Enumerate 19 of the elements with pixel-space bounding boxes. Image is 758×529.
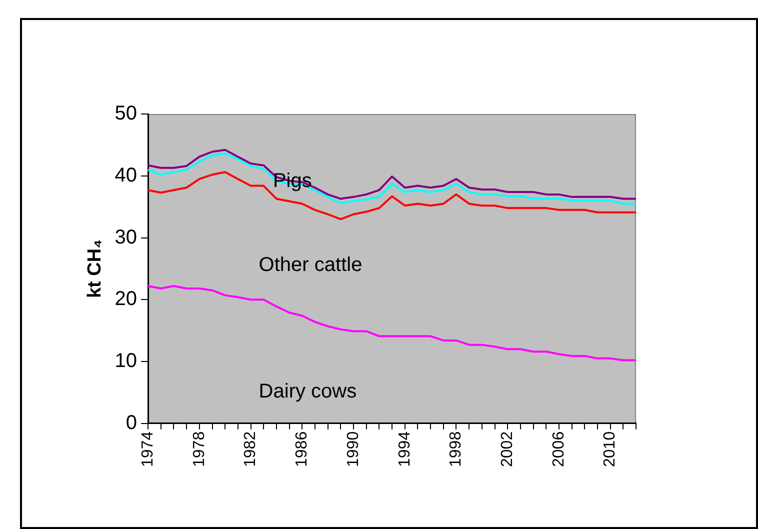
annotation: Other cattle bbox=[258, 254, 362, 276]
y-axis-title: kt CH₄ bbox=[84, 239, 106, 298]
y-tick-label: 10 bbox=[114, 350, 138, 372]
x-tick-label: 1974 bbox=[139, 431, 156, 467]
x-tick-label: 1990 bbox=[344, 431, 362, 467]
y-tick-label: 0 bbox=[126, 412, 138, 434]
y-tick-label: 40 bbox=[114, 164, 138, 186]
x-tick-label: 1998 bbox=[448, 431, 465, 467]
x-tick-label: 1982 bbox=[242, 431, 260, 467]
annotation: Dairy cows bbox=[258, 380, 357, 402]
x-tick-label: 2002 bbox=[498, 431, 516, 467]
x-tick-label: 1978 bbox=[190, 431, 208, 467]
y-tick-label: 50 bbox=[114, 102, 138, 125]
x-tick-label: 2010 bbox=[602, 431, 619, 467]
x-tick-label: 1986 bbox=[294, 431, 311, 467]
x-tick-label: 1994 bbox=[396, 431, 414, 467]
y-tick-label: 20 bbox=[114, 288, 138, 310]
y-tick-label: 30 bbox=[114, 226, 138, 248]
x-tick-label: 2006 bbox=[550, 431, 568, 467]
